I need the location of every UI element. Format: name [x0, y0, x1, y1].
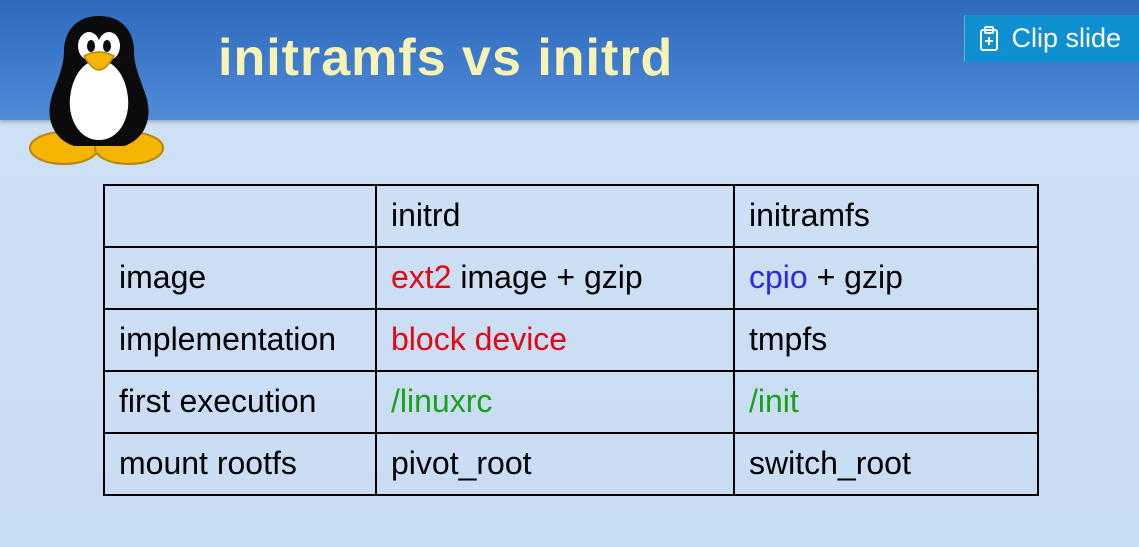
cell-text: image + gzip [451, 259, 642, 295]
clip-slide-button[interactable]: Clip slide [964, 15, 1139, 62]
comparison-table: initrdinitramfsimageext2 image + gzipcpi… [103, 184, 1039, 496]
table-cell: implementation [104, 309, 376, 371]
cell-text: first execution [119, 383, 316, 419]
table-row: mount rootfs pivot_root switch_root [104, 433, 1038, 495]
tux-icon [14, 6, 184, 166]
cell-text: initramfs [749, 197, 870, 233]
cell-text: initrd [391, 197, 460, 233]
slide: initramfs vs initrd Clip slide initrdini… [0, 0, 1139, 547]
table-cell: mount rootfs [104, 433, 376, 495]
cell-text: mount rootfs [119, 445, 297, 481]
table-cell: tmpfs [734, 309, 1038, 371]
table-row: implementation block device tmpfs [104, 309, 1038, 371]
comparison-table-body: initrdinitramfsimageext2 image + gzipcpi… [104, 185, 1038, 495]
cell-text: pivot_root [391, 445, 532, 481]
table-cell: block device [376, 309, 734, 371]
cell-text: block device [391, 321, 567, 357]
clip-slide-label: Clip slide [1011, 23, 1121, 54]
table-row: first execution/linuxrc/init [104, 371, 1038, 433]
table-cell: initrd [376, 185, 734, 247]
table-cell: cpio + gzip [734, 247, 1038, 309]
cell-text: cpio [749, 259, 808, 295]
table-row: imageext2 image + gzipcpio + gzip [104, 247, 1038, 309]
clipboard-icon [977, 26, 1001, 52]
cell-text: /init [749, 383, 799, 419]
table-cell: switch_root [734, 433, 1038, 495]
cell-text: image [119, 259, 206, 295]
table-row: initrd initramfs [104, 185, 1038, 247]
table-cell: image [104, 247, 376, 309]
table-cell: /init [734, 371, 1038, 433]
table-cell: /linuxrc [376, 371, 734, 433]
cell-text: + gzip [808, 259, 903, 295]
cell-text: switch_root [749, 445, 911, 481]
table-cell: initramfs [734, 185, 1038, 247]
table-cell: ext2 image + gzip [376, 247, 734, 309]
table-cell: first execution [104, 371, 376, 433]
cell-text: implementation [119, 321, 336, 357]
cell-text: /linuxrc [391, 383, 492, 419]
cell-text: ext2 [391, 259, 451, 295]
cell-text: tmpfs [749, 321, 827, 357]
table-cell [104, 185, 376, 247]
slide-title: initramfs vs initrd [218, 28, 673, 88]
table-cell: pivot_root [376, 433, 734, 495]
